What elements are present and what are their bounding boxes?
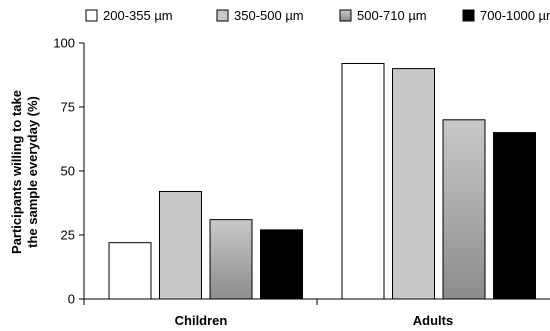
y-tick-label: 25	[61, 228, 75, 243]
bar	[260, 229, 303, 300]
bar	[442, 119, 486, 300]
y-axis-title: Participants willing to take the sample e…	[9, 90, 40, 254]
y-axis-title-line: Participants willing to take	[9, 90, 24, 254]
legend: 200-355 µm 350-500 µm 500-710 µm 700-1000 µ…	[85, 8, 550, 23]
legend-swatch	[85, 9, 98, 22]
y-tick-label: 75	[61, 100, 75, 115]
y-tick-label: 50	[61, 164, 75, 179]
x-category-label: Children	[175, 313, 228, 328]
legend-label: 200-355 µm	[103, 8, 173, 23]
y-tick-label: 0	[68, 292, 75, 307]
legend-swatch	[339, 9, 352, 22]
bar	[108, 242, 152, 300]
y-axis-title-line: the sample everyday (%)	[25, 96, 40, 248]
y-tick-label: 100	[53, 36, 75, 51]
legend-swatch	[462, 9, 475, 22]
legend-label: 350-500 µm	[234, 8, 304, 23]
x-category-label: Adults	[413, 313, 453, 328]
x-axis: Children Adults	[83, 298, 550, 328]
bars	[108, 62, 536, 300]
legend-swatch	[216, 9, 229, 22]
legend-label: 700-1000 µm	[480, 8, 550, 23]
bar	[493, 132, 536, 300]
bar	[159, 190, 202, 300]
y-axis: 0 25 50 75 100	[53, 36, 85, 307]
bar	[392, 68, 435, 300]
bar	[209, 219, 253, 300]
bar	[341, 62, 385, 300]
legend-label: 500-710 µm	[357, 8, 427, 23]
